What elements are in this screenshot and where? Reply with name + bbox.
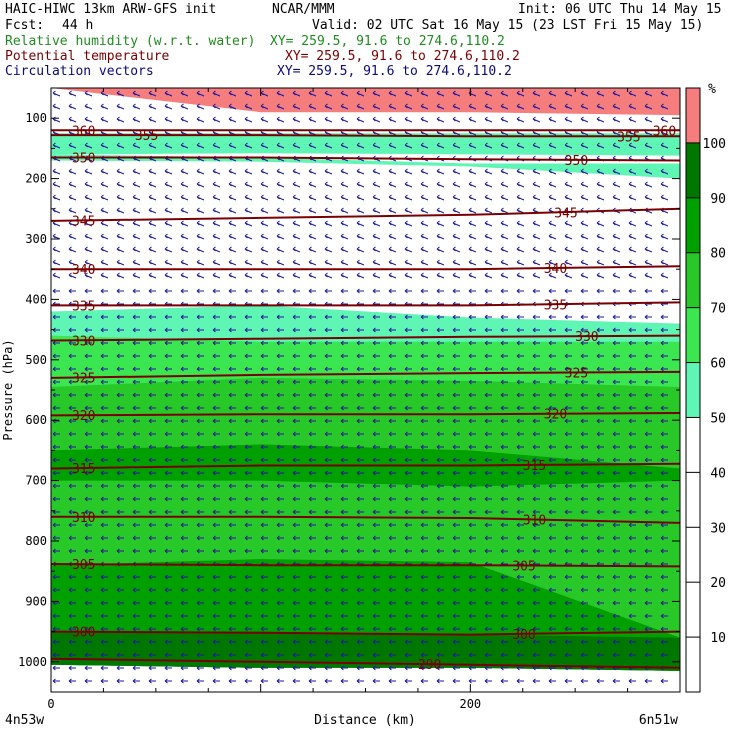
colorbar-swatch-1 bbox=[686, 582, 700, 638]
forecast-value: 44 h bbox=[62, 18, 94, 33]
theta-label-340-1: 340 bbox=[544, 262, 567, 277]
x-start-location: 4n53w bbox=[5, 713, 44, 728]
y-tick-label-600: 600 bbox=[25, 413, 47, 427]
theta-label-350-1: 350 bbox=[565, 154, 588, 169]
theta-line-290 bbox=[51, 657, 680, 669]
colorbar-label-20: 20 bbox=[710, 576, 726, 591]
y-axis-label: Pressure (hPa) bbox=[1, 339, 15, 440]
theta-label-330-1: 330 bbox=[575, 330, 598, 345]
theta-label-360-0: 360 bbox=[72, 124, 95, 139]
colorbar-swatch-3 bbox=[686, 472, 700, 528]
init-time: Init: 06 UTC Thu 14 May 15 bbox=[518, 2, 722, 17]
colorbar: 10 20 30 40 50 60 70 80 90 100 bbox=[685, 87, 726, 693]
colorbar-label-70: 70 bbox=[710, 302, 726, 317]
colorbar-swatch-9 bbox=[686, 142, 700, 198]
theta-line-305 bbox=[51, 563, 680, 568]
colorbar-swatch-2 bbox=[686, 527, 700, 583]
x-end-location: 6n51w bbox=[639, 713, 678, 728]
colorbar-label-10: 10 bbox=[710, 631, 726, 646]
rh-region-2 bbox=[51, 154, 680, 179]
colorbar-label-50: 50 bbox=[710, 411, 726, 426]
colorbar-label-40: 40 bbox=[710, 466, 726, 481]
theta-line-340 bbox=[51, 265, 680, 271]
rh-field-xy: XY= 259.5, 91.6 to 274.6,110.2 bbox=[270, 34, 505, 49]
theta-label-320-1: 320 bbox=[544, 408, 567, 423]
rh-region-1 bbox=[51, 133, 680, 156]
vector-field-xy: XY= 259.5, 91.6 to 274.6,110.2 bbox=[277, 64, 512, 79]
y-tick-label-700: 700 bbox=[25, 474, 47, 488]
theta-line-350 bbox=[51, 156, 680, 162]
theta-label-330-0: 330 bbox=[72, 334, 95, 349]
y-tick-label-100: 100 bbox=[25, 111, 47, 125]
y-tick-label-400: 400 bbox=[25, 292, 47, 306]
theta-label-355-1: 355 bbox=[617, 130, 640, 145]
colorbar-swatch-4 bbox=[686, 417, 700, 473]
x-tick-label-0: 0 bbox=[47, 697, 54, 711]
rh-region-8 bbox=[51, 631, 680, 671]
theta-line-345 bbox=[51, 207, 680, 222]
theta-line-335 bbox=[51, 301, 680, 307]
theta-label-315-1: 315 bbox=[523, 459, 546, 474]
theta-line-325 bbox=[51, 370, 680, 379]
valid-time: Valid: 02 UTC Sat 16 May 15 (23 LST Fri … bbox=[312, 18, 704, 33]
theta-label-300-0: 300 bbox=[72, 626, 95, 641]
theta-label-300-1: 300 bbox=[512, 628, 535, 643]
x-axis-label: Distance (km) bbox=[314, 713, 416, 728]
theta-field-xy: XY= 259.5, 91.6 to 274.6,110.2 bbox=[285, 49, 520, 64]
colorbar-swatch-8 bbox=[686, 197, 700, 253]
theta-label-315-0: 315 bbox=[72, 462, 95, 477]
theta-label-310-0: 310 bbox=[72, 511, 95, 526]
rh-fill-layer bbox=[51, 88, 680, 671]
colorbar-label-30: 30 bbox=[710, 521, 726, 536]
vector-field-label: Circulation vectors bbox=[5, 64, 154, 79]
colorbar-swatch-7 bbox=[686, 252, 700, 308]
theta-line-330 bbox=[51, 334, 680, 342]
theta-label-345-0: 345 bbox=[72, 215, 95, 230]
model-title: HAIC-HIWC 13km ARW-GFS init bbox=[5, 2, 217, 17]
theta-field-label: Potential temperature bbox=[5, 49, 170, 64]
theta-label-310-1: 310 bbox=[523, 513, 546, 528]
theta-label-325-1: 325 bbox=[565, 367, 588, 382]
colorbar-label-100: 100 bbox=[703, 137, 726, 152]
theta-line-315 bbox=[51, 462, 680, 470]
rh-field-label: Relative humidity (w.r.t. water) bbox=[5, 34, 256, 49]
theta-label-320-0: 320 bbox=[72, 409, 95, 424]
colorbar-frame bbox=[685, 87, 701, 693]
colorbar-label-90: 90 bbox=[710, 192, 726, 207]
x-tick-label-200: 200 bbox=[459, 697, 481, 711]
colorbar-swatch-6 bbox=[686, 307, 700, 363]
colorbar-swatch-10 bbox=[686, 88, 700, 143]
colorbar-label-60: 60 bbox=[710, 357, 726, 372]
y-tick-label-900: 900 bbox=[25, 594, 47, 608]
theta-line-300 bbox=[51, 630, 680, 636]
theta-line-310 bbox=[51, 515, 680, 524]
y-tick-label-800: 800 bbox=[25, 534, 47, 548]
theta-label-335-0: 335 bbox=[72, 299, 95, 314]
theta-label-305-0: 305 bbox=[72, 558, 95, 573]
forecast-label: Fcst: bbox=[5, 18, 45, 33]
colorbar-swatch-5 bbox=[686, 362, 700, 418]
theta-label-325-0: 325 bbox=[72, 372, 95, 387]
theta-line-355 bbox=[51, 134, 680, 138]
theta-label-290-0: 290 bbox=[418, 658, 441, 673]
colorbar-label-80: 80 bbox=[710, 247, 726, 262]
theta-label-350-0: 350 bbox=[72, 151, 95, 166]
theta-label-355-0: 355 bbox=[135, 129, 158, 144]
y-tick-label-1000: 1000 bbox=[18, 655, 47, 669]
colorbar-swatch-0 bbox=[686, 637, 700, 692]
y-tick-label-200: 200 bbox=[25, 172, 47, 186]
y-tick-label-300: 300 bbox=[25, 232, 47, 246]
rh-region-0 bbox=[51, 88, 680, 116]
theta-label-335-1: 335 bbox=[544, 298, 567, 313]
theta-label-305-1: 305 bbox=[512, 559, 535, 574]
axes: 100 200 300 400 500 600 700 800 900 1000 0 200 bbox=[18, 87, 681, 711]
theta-label-345-1: 345 bbox=[554, 206, 577, 221]
theta-label-340-0: 340 bbox=[72, 263, 95, 278]
y-tick-label-500: 500 bbox=[25, 353, 47, 367]
theta-line-320 bbox=[51, 412, 680, 417]
colorbar-unit: % bbox=[708, 82, 716, 97]
org-label: NCAR/MMM bbox=[272, 2, 335, 17]
